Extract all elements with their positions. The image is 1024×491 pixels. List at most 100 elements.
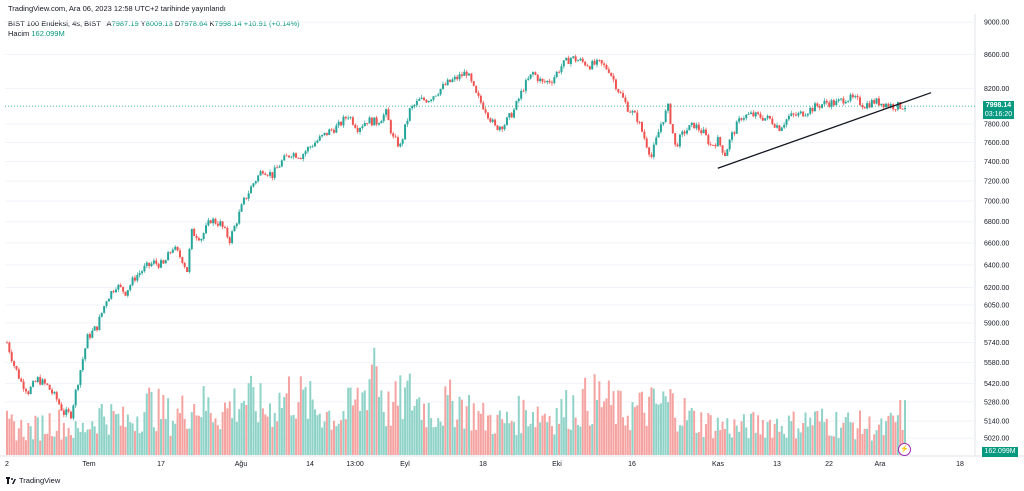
- volume-bar: [231, 418, 234, 455]
- volume-bar: [522, 399, 525, 455]
- volume-bar: [309, 381, 312, 455]
- candle-body: [683, 131, 686, 134]
- x-tick-label: 22: [825, 461, 833, 468]
- candle-body: [51, 389, 54, 394]
- volume-bar: [607, 380, 610, 455]
- volume-bar: [285, 393, 288, 455]
- volume-bar: [41, 415, 44, 455]
- candle-body: [439, 88, 442, 95]
- candle-body: [802, 111, 805, 117]
- candle-body: [72, 405, 75, 419]
- candle-body: [122, 286, 125, 292]
- volume-bar: [349, 387, 352, 455]
- candle-body: [565, 57, 568, 61]
- volume-bar: [150, 391, 153, 455]
- volume-bar: [124, 426, 127, 455]
- candle-body: [221, 221, 224, 228]
- volume-bar: [463, 428, 466, 455]
- candle-body: [363, 123, 366, 127]
- volume-bar: [877, 424, 880, 455]
- candle-body: [731, 132, 734, 140]
- candle-body: [164, 260, 167, 264]
- volume-bar: [529, 423, 532, 455]
- volume-bar: [160, 418, 163, 455]
- candle-body: [498, 126, 501, 130]
- candle-body: [254, 181, 257, 184]
- candle-body: [714, 144, 717, 147]
- volume-bar: [335, 426, 338, 455]
- candle-body: [361, 126, 364, 128]
- volume-bar: [370, 364, 373, 455]
- volume-bar: [342, 411, 345, 455]
- volume-bar: [103, 416, 106, 455]
- volume-bar: [332, 420, 335, 455]
- candle-body: [344, 116, 347, 119]
- candle-body: [877, 98, 880, 106]
- candle-body: [200, 238, 203, 241]
- volume-bar: [690, 407, 693, 455]
- candle-body: [889, 104, 892, 107]
- volume-bar: [595, 399, 598, 455]
- volume-bar: [254, 411, 257, 455]
- candle-body: [257, 175, 260, 182]
- candle-body: [96, 326, 99, 331]
- volume-bar: [257, 422, 260, 455]
- volume-bar: [643, 412, 646, 455]
- x-tick-label: 17: [157, 461, 165, 468]
- candle-body: [318, 136, 321, 141]
- volume-bar: [126, 414, 129, 455]
- candle-body: [411, 106, 414, 109]
- volume-bar: [451, 400, 454, 455]
- candle-body: [392, 133, 395, 137]
- symbol-name[interactable]: BIST 100 Endeksi, 4s, BIST: [8, 19, 101, 28]
- candle-body: [15, 365, 18, 370]
- candle-body: [233, 226, 236, 232]
- candle-body: [880, 103, 883, 106]
- candle-body: [785, 119, 788, 125]
- volume-bar: [29, 426, 32, 455]
- candle-body: [176, 246, 179, 251]
- volume-bar: [240, 402, 243, 455]
- volume-bar: [742, 414, 745, 455]
- candle-body: [885, 103, 888, 108]
- volume-bar: [280, 408, 283, 455]
- volume-bar: [36, 417, 39, 455]
- volume-bar: [20, 419, 23, 455]
- x-tick-label: Eki: [552, 461, 562, 468]
- candle-body: [385, 109, 388, 115]
- volume-bar: [629, 430, 632, 455]
- candle-body: [415, 100, 418, 105]
- volume-bar: [719, 430, 722, 455]
- candle-body: [105, 301, 108, 306]
- volume-bar: [143, 412, 146, 455]
- volume-bar: [581, 388, 584, 455]
- volume-bar: [541, 415, 544, 455]
- volume-label[interactable]: Hacim: [8, 29, 30, 38]
- volume-bar: [330, 429, 333, 455]
- volume-bar: [802, 423, 805, 455]
- volume-bar: [86, 429, 89, 455]
- candle-body: [875, 98, 878, 104]
- volume-bar: [704, 424, 707, 455]
- volume-bar: [441, 425, 444, 455]
- volume-bar: [536, 406, 539, 455]
- candle-body: [93, 326, 96, 331]
- candle-body: [337, 121, 340, 126]
- candle-body: [527, 78, 530, 81]
- lightning-icon[interactable]: ⚡: [898, 443, 911, 456]
- candle-body: [269, 172, 272, 176]
- volume-bar: [188, 428, 191, 455]
- candle-body: [283, 155, 286, 161]
- volume-bar: [738, 431, 741, 455]
- candle-body: [148, 262, 151, 267]
- candle-body: [605, 64, 608, 70]
- volume-bar: [858, 410, 861, 455]
- volume-bar: [565, 390, 568, 455]
- volume-bar: [117, 413, 120, 455]
- candle-body: [389, 120, 392, 134]
- candle-body: [150, 263, 153, 267]
- volume-bar: [174, 423, 177, 455]
- tradingview-logo[interactable]: TradingView: [6, 476, 60, 485]
- candle-body: [648, 147, 651, 155]
